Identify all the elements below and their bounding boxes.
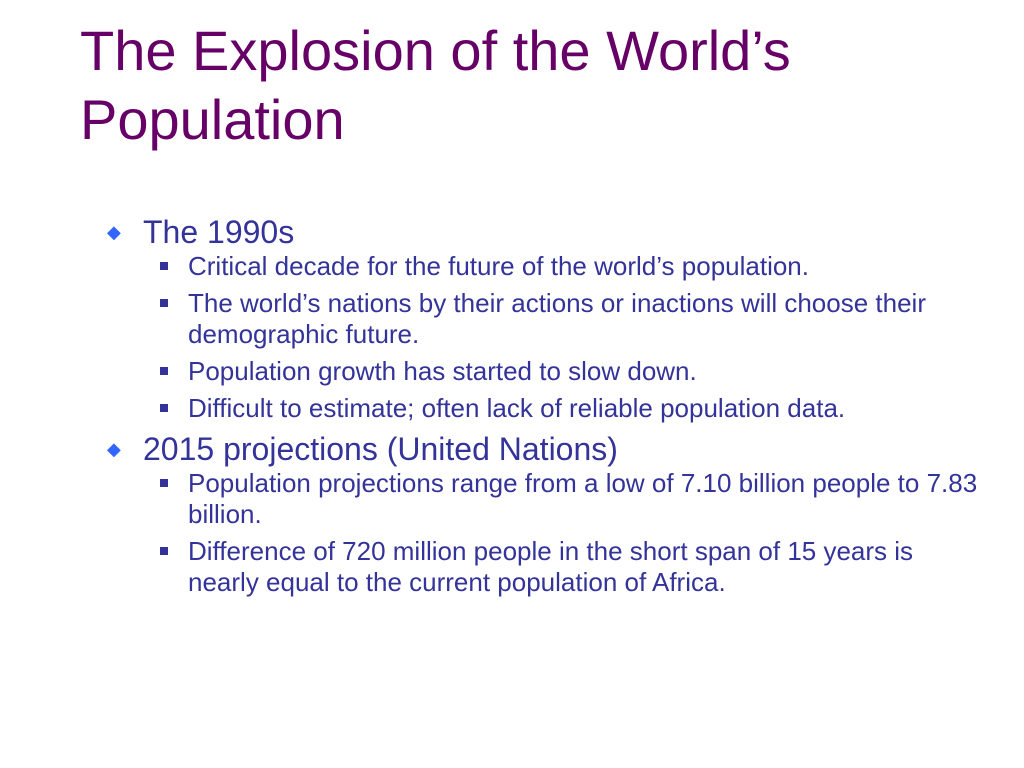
bullet-text: The 1990s <box>143 214 295 250</box>
sub-bullet: Difference of 720 million people in the … <box>160 536 978 598</box>
sub-bullet-list: Population projections range from a low … <box>0 468 1024 598</box>
square-bullet-icon <box>160 479 168 487</box>
square-bullet-icon <box>160 404 168 412</box>
bullet-level1: The 1990s <box>143 213 1003 251</box>
slide-body: The 1990s Critical decade for the future… <box>0 213 1024 604</box>
sub-bullet-text: Difficult to estimate; often lack of rel… <box>188 393 846 423</box>
sub-bullet-text: The world’s nations by their actions or … <box>188 288 926 349</box>
sub-bullet: Population projections range from a low … <box>160 468 978 530</box>
diamond-bullet-icon <box>107 430 121 468</box>
square-bullet-icon <box>160 299 168 307</box>
bullet-level1: 2015 projections (United Nations) <box>143 430 1003 468</box>
bullet-text: 2015 projections (United Nations) <box>143 431 618 467</box>
bullet-group-2015-projections: 2015 projections (United Nations) Popula… <box>0 430 1024 598</box>
diamond-bullet-icon <box>107 213 121 251</box>
square-bullet-icon <box>160 547 168 555</box>
square-bullet-icon <box>160 262 168 270</box>
sub-bullet: Difficult to estimate; often lack of rel… <box>160 393 978 424</box>
sub-bullet: Critical decade for the future of the wo… <box>160 251 978 282</box>
square-bullet-icon <box>160 367 168 375</box>
sub-bullet-text: Population growth has started to slow do… <box>188 356 697 386</box>
sub-bullet: Population growth has started to slow do… <box>160 356 978 387</box>
sub-bullet-text: Difference of 720 million people in the … <box>188 536 914 597</box>
bullet-group-1990s: The 1990s Critical decade for the future… <box>0 213 1024 424</box>
sub-bullet: The world’s nations by their actions or … <box>160 288 978 350</box>
sub-bullet-text: Critical decade for the future of the wo… <box>188 251 809 281</box>
sub-bullet-list: Critical decade for the future of the wo… <box>0 251 1024 424</box>
slide-title: The Explosion of the World’s Population <box>80 19 791 151</box>
sub-bullet-text: Population projections range from a low … <box>188 468 978 529</box>
